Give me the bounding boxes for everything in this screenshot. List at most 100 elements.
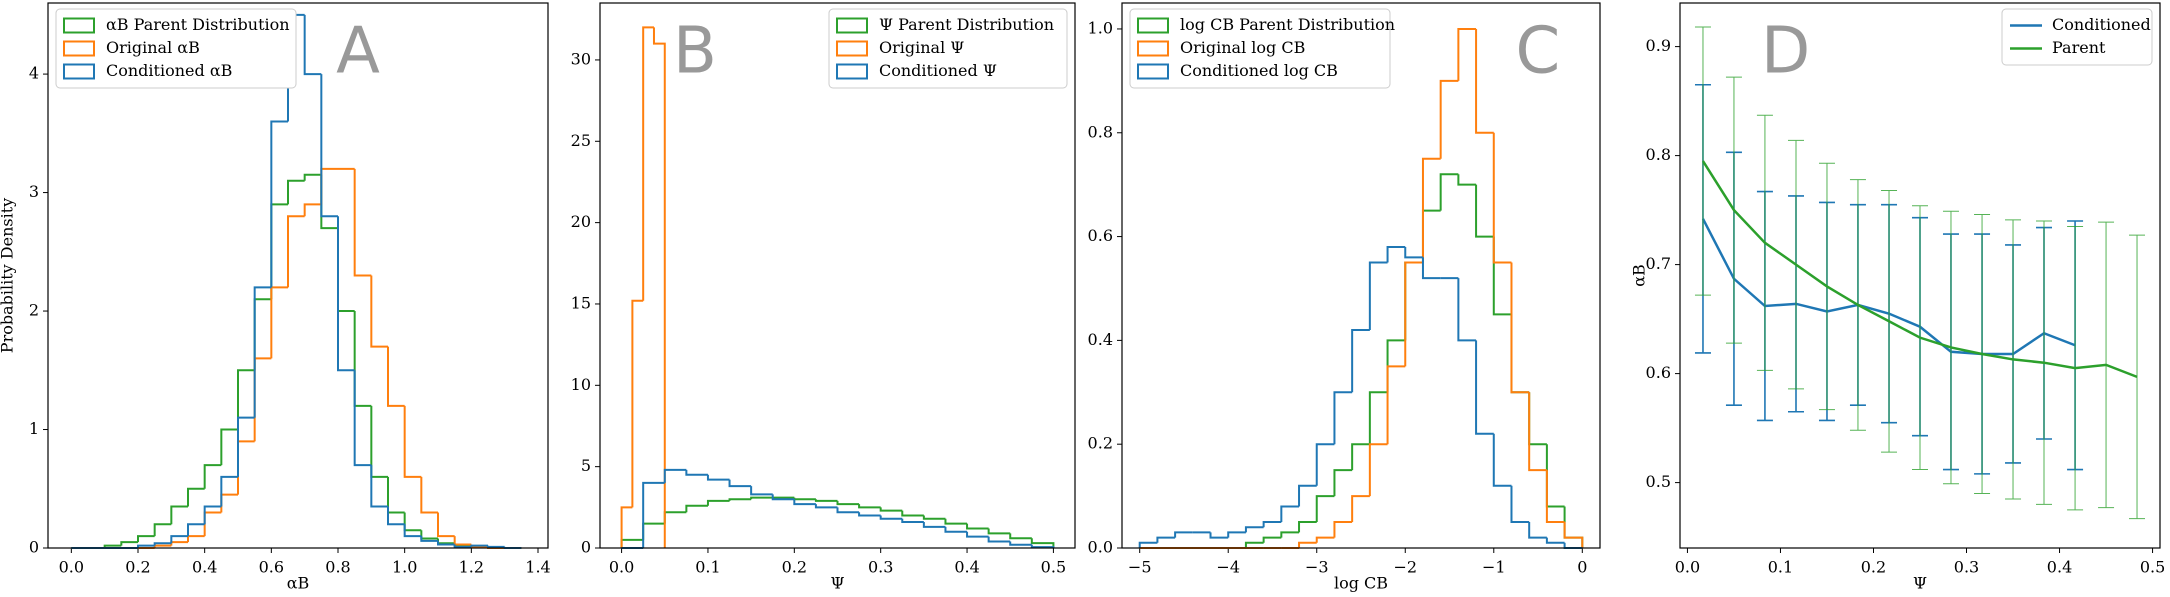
x-tick-label: 0.0: [1675, 558, 1700, 577]
legend-box: [55, 8, 297, 89]
histogram-step: [750, 496, 773, 500]
y-tick-label: 0.5: [1646, 472, 1671, 491]
histogram-step: [420, 476, 438, 514]
y-tick-label: 1: [29, 419, 39, 438]
histogram-step: [1351, 443, 1370, 471]
histogram-step: [220, 428, 238, 466]
legend-box: [828, 8, 1068, 89]
histogram-step: [153, 542, 172, 546]
x-tick-label: 0.4: [192, 558, 217, 577]
histogram-step: [253, 298, 272, 371]
axes-frame: [47, 2, 549, 549]
histogram-step: [203, 464, 222, 489]
histogram-step: [303, 14, 322, 76]
histogram-step: [663, 511, 687, 524]
histogram-step: [320, 167, 338, 205]
histogram-step: [1421, 257, 1441, 280]
legend-swatch: [63, 40, 95, 57]
x-tick-label: 0.3: [868, 558, 893, 577]
histogram-step: [1404, 261, 1423, 341]
histogram-step: [1439, 173, 1459, 211]
y-tick-label: 0.0: [1088, 538, 1113, 557]
legend-label: αB Parent Distribution: [106, 15, 290, 34]
histogram-step: [470, 544, 488, 547]
panel: 0 1 2 3 4 0.0 0.2 0.4 0.6 0.8 1.0 1.2 1.4 αB Probabili…: [0, 2, 551, 593]
histogram-step: [1280, 505, 1300, 523]
x-axis-label: log CB: [1334, 574, 1388, 593]
histogram-step: [1244, 541, 1264, 548]
histogram-step: [631, 299, 644, 508]
histogram-step: [1528, 522, 1547, 539]
histogram-step: [793, 499, 816, 506]
histogram-step: [652, 27, 666, 548]
legend-swatch: [63, 17, 95, 34]
histogram-step: [1333, 469, 1353, 497]
x-tick-label: 1.2: [459, 558, 484, 577]
histogram-step: [1368, 391, 1388, 445]
axes-frame: [1121, 2, 1601, 549]
histogram-step: [303, 203, 322, 217]
legend-label: Ψ Parent Distribution: [879, 15, 1054, 34]
x-tick-label: 0.2: [1861, 558, 1886, 577]
histogram-step: [1009, 541, 1032, 546]
histogram-step: [353, 370, 372, 467]
legend-box: [1129, 8, 1391, 89]
panel-letter: B: [673, 15, 717, 89]
histogram-step: [1421, 209, 1441, 263]
histogram-step: [706, 499, 730, 506]
legend-swatch: [1137, 17, 1169, 34]
histogram-step: [1492, 236, 1512, 316]
histogram-step: [370, 405, 388, 478]
histogram-step: [1510, 314, 1530, 394]
legend-swatch: [836, 63, 868, 80]
x-tick-label: 0.4: [2047, 558, 2072, 577]
x-tick-label: 0.3: [1954, 558, 1979, 577]
y-tick-label: 0.9: [1646, 36, 1671, 55]
histogram-step: [1262, 536, 1282, 543]
histogram-step: [771, 494, 795, 501]
x-tick-label: 0.1: [695, 558, 720, 577]
x-tick-label: 0.4: [954, 558, 979, 577]
histogram-step: [403, 524, 422, 538]
histogram-step: [453, 536, 472, 546]
histogram-step: [287, 179, 305, 205]
histogram-step: [901, 510, 924, 517]
histogram-step: [237, 416, 255, 477]
legend-label: log CB Parent Distribution: [1180, 15, 1395, 34]
panel-letter: D: [1761, 15, 1810, 89]
y-tick-label: 0.4: [1088, 330, 1113, 349]
histogram-step: [253, 286, 272, 418]
histogram-step: [1386, 245, 1406, 263]
legend: αB Parent Distribution Original αB Conditi…: [55, 8, 297, 89]
legend-label: Original αB: [106, 38, 200, 57]
histogram-step: [750, 486, 773, 496]
histogram-step: [1009, 533, 1032, 540]
histogram-step: [270, 286, 288, 359]
histogram-step: [387, 476, 405, 514]
histogram-step: [1315, 495, 1335, 523]
histogram-step: [320, 74, 338, 218]
histogram-step: [170, 505, 188, 525]
histogram-step: [170, 541, 188, 546]
histogram-step: [1457, 174, 1477, 186]
x-tick-label: 0.6: [259, 558, 284, 577]
legend: log CB Parent Distribution Original log C…: [1129, 8, 1395, 89]
line: [1701, 160, 2138, 379]
histogram-step: [1298, 484, 1317, 507]
x-tick-label: −5: [1128, 558, 1152, 577]
histogram-step: [170, 535, 188, 544]
y-tick-label: 1.0: [1088, 18, 1113, 37]
histogram-step: [370, 465, 388, 508]
legend-label: Conditioned log CB: [1180, 61, 1338, 80]
histogram-step: [879, 507, 903, 512]
histogram-step: [370, 275, 388, 348]
histogram-step: [1298, 541, 1317, 548]
panel-letter: C: [1516, 15, 1561, 89]
y-tick-label: 5: [581, 456, 591, 475]
legend-label: Original log CB: [1180, 38, 1305, 57]
histogram-step: [237, 369, 255, 430]
x-axis-label: Ψ: [830, 574, 844, 593]
histogram-step: [685, 469, 708, 476]
histogram-step: [487, 545, 505, 548]
histogram-step: [1209, 532, 1229, 539]
